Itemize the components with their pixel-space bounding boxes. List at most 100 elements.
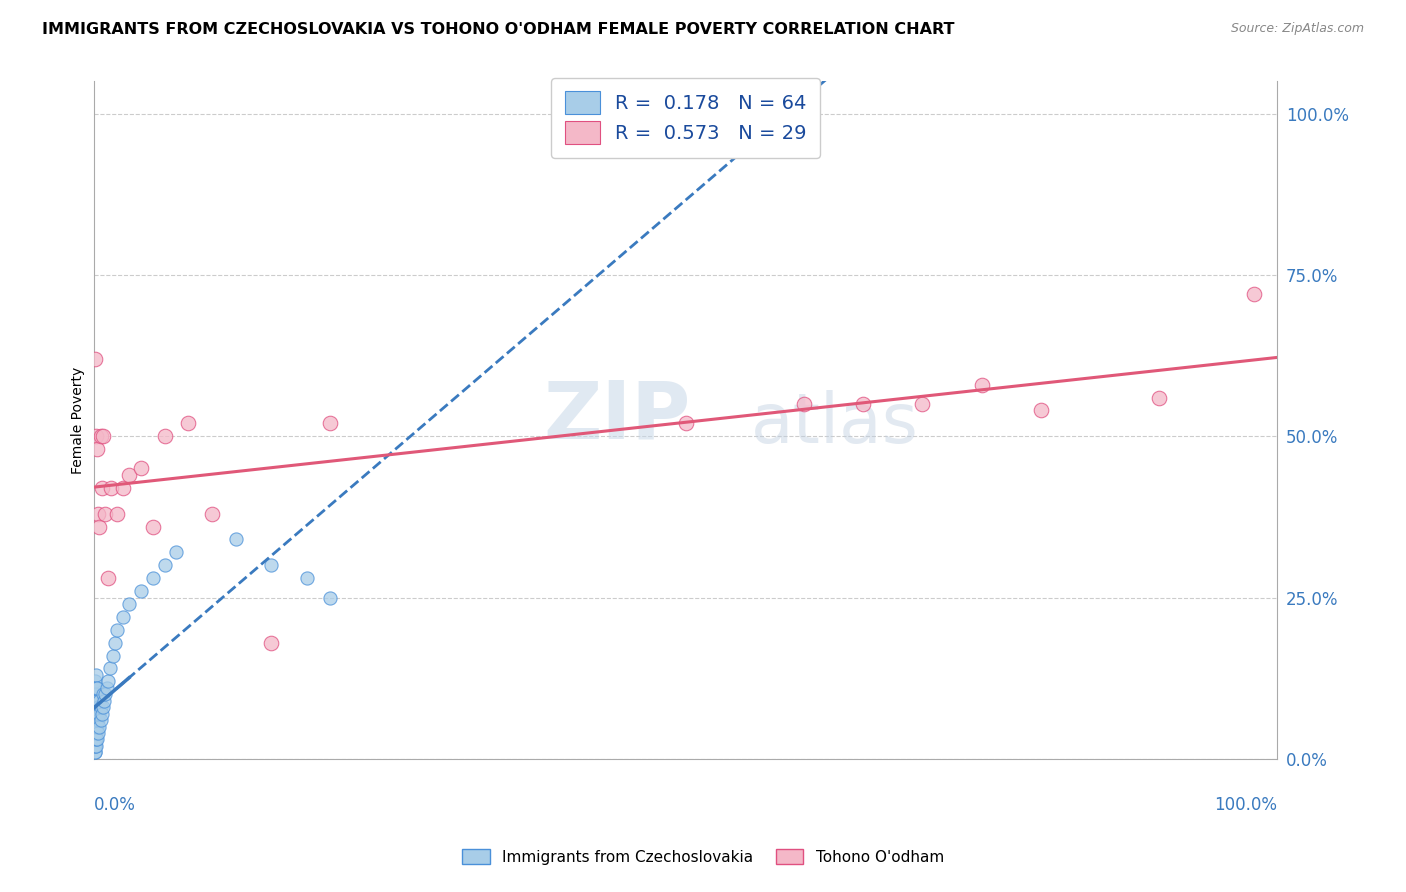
Point — [83, 745, 105, 759]
Point — [87, 507, 110, 521]
Point — [84, 700, 107, 714]
Point — [83, 726, 105, 740]
Point — [93, 694, 115, 708]
Point — [84, 668, 107, 682]
Point — [83, 732, 105, 747]
Point — [319, 591, 342, 605]
Point — [97, 674, 120, 689]
Point — [1029, 403, 1052, 417]
Point — [970, 377, 993, 392]
Point — [90, 429, 112, 443]
Point — [89, 519, 111, 533]
Point — [83, 713, 105, 727]
Point — [84, 694, 107, 708]
Point — [83, 739, 105, 753]
Text: 0.0%: 0.0% — [94, 796, 135, 814]
Point — [1147, 391, 1170, 405]
Text: atlas: atlas — [751, 390, 918, 457]
Point — [100, 481, 122, 495]
Point — [165, 545, 187, 559]
Point — [83, 739, 105, 753]
Point — [675, 417, 697, 431]
Point — [153, 558, 176, 573]
Point — [83, 694, 105, 708]
Point — [793, 397, 815, 411]
Point — [86, 719, 108, 733]
Point — [101, 648, 124, 663]
Point — [91, 700, 114, 714]
Point — [84, 429, 107, 443]
Point — [105, 507, 128, 521]
Point — [98, 661, 121, 675]
Point — [83, 713, 105, 727]
Point — [84, 726, 107, 740]
Text: Source: ZipAtlas.com: Source: ZipAtlas.com — [1230, 22, 1364, 36]
Point — [87, 726, 110, 740]
Point — [201, 507, 224, 521]
Text: ZIP: ZIP — [544, 377, 690, 456]
Point — [83, 700, 105, 714]
Point — [90, 713, 112, 727]
Point — [177, 417, 200, 431]
Point — [83, 351, 105, 366]
Point — [83, 726, 105, 740]
Point — [112, 610, 135, 624]
Point — [142, 571, 165, 585]
Point — [852, 397, 875, 411]
Legend: Immigrants from Czechoslovakia, Tohono O'odham: Immigrants from Czechoslovakia, Tohono O… — [456, 843, 950, 871]
Point — [86, 681, 108, 695]
Point — [118, 597, 141, 611]
Point — [94, 687, 117, 701]
Point — [84, 706, 107, 721]
Point — [83, 706, 105, 721]
Text: 100.0%: 100.0% — [1215, 796, 1278, 814]
Point — [84, 713, 107, 727]
Point — [94, 507, 117, 521]
Point — [142, 519, 165, 533]
Point — [83, 706, 105, 721]
Point — [89, 719, 111, 733]
Point — [89, 694, 111, 708]
Point — [260, 558, 283, 573]
Point — [84, 681, 107, 695]
Point — [83, 700, 105, 714]
Point — [83, 719, 105, 733]
Point — [84, 732, 107, 747]
Point — [83, 674, 105, 689]
Point — [83, 745, 105, 759]
Point — [83, 732, 105, 747]
Point — [91, 429, 114, 443]
Point — [90, 700, 112, 714]
Point — [83, 719, 105, 733]
Point — [97, 571, 120, 585]
Point — [86, 706, 108, 721]
Point — [112, 481, 135, 495]
Point — [90, 481, 112, 495]
Point — [90, 706, 112, 721]
Point — [260, 635, 283, 649]
Point — [86, 442, 108, 457]
Legend: R =  0.178   N = 64, R =  0.573   N = 29: R = 0.178 N = 64, R = 0.573 N = 29 — [551, 78, 820, 158]
Point — [83, 687, 105, 701]
Point — [129, 584, 152, 599]
Point — [104, 635, 127, 649]
Point — [84, 739, 107, 753]
Point — [118, 467, 141, 482]
Point — [153, 429, 176, 443]
Point — [86, 694, 108, 708]
Point — [87, 700, 110, 714]
Y-axis label: Female Poverty: Female Poverty — [72, 367, 86, 474]
Point — [84, 719, 107, 733]
Point — [96, 681, 118, 695]
Point — [86, 732, 108, 747]
Point — [911, 397, 934, 411]
Point — [91, 687, 114, 701]
Point — [83, 687, 105, 701]
Text: IMMIGRANTS FROM CZECHOSLOVAKIA VS TOHONO O'ODHAM FEMALE POVERTY CORRELATION CHAR: IMMIGRANTS FROM CZECHOSLOVAKIA VS TOHONO… — [42, 22, 955, 37]
Point — [129, 461, 152, 475]
Point — [1243, 287, 1265, 301]
Point — [105, 623, 128, 637]
Point — [225, 533, 247, 547]
Point — [87, 713, 110, 727]
Point — [295, 571, 318, 585]
